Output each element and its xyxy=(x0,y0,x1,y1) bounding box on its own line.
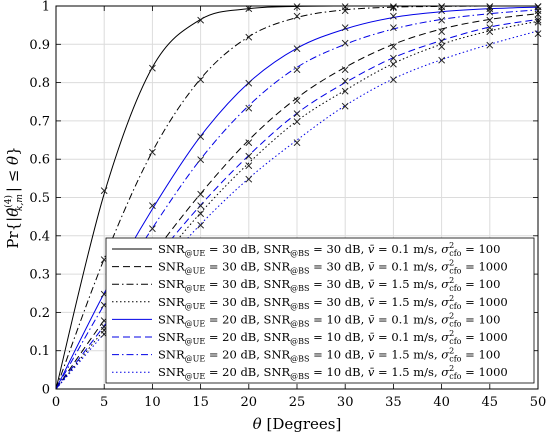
series-line-6 xyxy=(55,18,539,390)
x-tick-label: 35 xyxy=(385,395,402,410)
y-axis-label: Pr{|θ̂(4)k,m| ≤ θ} xyxy=(3,146,25,248)
x-tick-label: 40 xyxy=(433,395,450,410)
legend-box xyxy=(105,237,535,384)
legend-entry-8: SNR@UE = 20 dB, SNR@BS = 10 dB, v̄ = 1.5… xyxy=(158,364,508,381)
data-point-marker: × xyxy=(340,99,350,113)
data-point-marker: × xyxy=(388,51,398,65)
x-tick-label: 20 xyxy=(241,395,258,410)
data-point-marker: × xyxy=(292,135,302,149)
data-point-marker: × xyxy=(196,206,206,220)
data-point-marker: × xyxy=(244,30,254,44)
data-point-marker: × xyxy=(485,38,495,52)
y-tick-label: 0.4 xyxy=(29,229,50,244)
data-point-marker: × xyxy=(340,63,350,77)
data-point-marker: × xyxy=(196,187,206,201)
data-point-marker: × xyxy=(388,57,398,71)
data-point-marker: × xyxy=(292,114,302,128)
data-point-marker: × xyxy=(437,24,447,38)
data-point-marker: × xyxy=(437,13,447,27)
data-point-marker: × xyxy=(244,149,254,163)
legend-entry-4: SNR@UE = 30 dB, SNR@BS = 30 dB, v̄ = 1.5… xyxy=(158,294,508,311)
data-point-marker: × xyxy=(388,9,398,23)
data-point-marker: × xyxy=(244,76,254,90)
x-tick-label: 30 xyxy=(337,395,354,410)
data-point-marker: × xyxy=(99,319,109,333)
tick-labels: 0 5 10 15 20 25 30 35 40 45 50 0 0.1 0.2 0.3 0.4 0.5 0.6 0… xyxy=(29,0,546,410)
data-point-marker: × xyxy=(99,287,109,301)
data-point-marker: × xyxy=(196,13,206,27)
legend-entry-2: SNR@UE = 30 dB, SNR@BS = 30 dB, v̄ = 0.1… xyxy=(158,259,508,276)
data-point-marker: × xyxy=(437,40,447,54)
data-point-marker: × xyxy=(292,93,302,107)
data-point-marker: × xyxy=(388,40,398,54)
data-point-marker: × xyxy=(244,172,254,186)
x-tick-label: 50 xyxy=(530,395,547,410)
data-point-marker: × xyxy=(99,183,109,197)
y-tick-label: 0.8 xyxy=(29,76,50,91)
legend-entry-7: SNR@UE = 20 dB, SNR@BS = 10 dB, v̄ = 1.5… xyxy=(158,347,500,364)
y-tick-label: 0.5 xyxy=(29,191,50,206)
data-point-marker: × xyxy=(244,158,254,172)
data-point-marker: × xyxy=(292,63,302,77)
data-point-marker: × xyxy=(437,34,447,48)
y-tick-label: 0.7 xyxy=(29,114,50,129)
data-point-marker: × xyxy=(388,21,398,35)
data-point-marker: × xyxy=(244,135,254,149)
legend-entry-5: SNR@UE = 20 dB, SNR@BS = 10 dB, v̄ = 0.1… xyxy=(158,311,500,328)
data-point-marker: × xyxy=(292,42,302,56)
x-tick-label: 25 xyxy=(289,395,306,410)
data-point-marker: × xyxy=(147,61,157,75)
data-point-marker: × xyxy=(99,252,109,266)
data-point-marker: × xyxy=(485,5,495,19)
data-point-marker: × xyxy=(485,21,495,35)
data-point-marker: × xyxy=(196,153,206,167)
y-tick-label: 0 xyxy=(42,383,50,398)
legend-entry-1: SNR@UE = 30 dB, SNR@BS = 30 dB, v̄ = 0.1… xyxy=(158,241,500,258)
data-point-marker: × xyxy=(244,101,254,115)
data-point-marker: × xyxy=(340,36,350,50)
x-axis-label: θ [Degrees] xyxy=(253,415,342,433)
data-point-marker: × xyxy=(196,72,206,86)
x-tick-label: 15 xyxy=(192,395,209,410)
data-point-marker: × xyxy=(485,13,495,27)
data-point-marker: × xyxy=(196,218,206,232)
y-tick-label: 0.3 xyxy=(29,268,50,283)
legend-entry-6: SNR@UE = 20 dB, SNR@BS = 10 dB, v̄ = 0.1… xyxy=(158,329,508,346)
data-point-marker: × xyxy=(292,9,302,23)
data-point-marker: × xyxy=(485,24,495,38)
data-point-marker: × xyxy=(99,298,109,312)
legend: SNR@UE = 30 dB, SNR@BS = 30 dB, v̄ = 0.1… xyxy=(105,237,535,384)
y-tick-label: 0.9 xyxy=(29,38,50,53)
x-tick-label: 0 xyxy=(52,395,60,410)
y-tick-label: 1 xyxy=(42,0,50,15)
legend-entry-3: SNR@UE = 30 dB, SNR@BS = 30 dB, v̄ = 1.5… xyxy=(158,276,500,293)
y-tick-label: 0.6 xyxy=(29,153,50,168)
data-point-marker: × xyxy=(196,199,206,213)
data-point-marker: × xyxy=(340,21,350,35)
data-point-marker: × xyxy=(99,323,109,337)
data-point-marker: × xyxy=(147,145,157,159)
x-tick-label: 10 xyxy=(144,395,161,410)
x-tick-label: 45 xyxy=(482,395,499,410)
data-point-marker: × xyxy=(340,84,350,98)
data-point-marker: × xyxy=(292,107,302,121)
data-point-marker: × xyxy=(388,72,398,86)
data-point-marker: × xyxy=(340,74,350,88)
y-tick-label: 0.1 xyxy=(29,344,50,359)
data-point-marker: × xyxy=(437,53,447,67)
data-point-marker: × xyxy=(99,327,109,341)
x-tick-label: 5 xyxy=(100,395,108,410)
data-point-marker: × xyxy=(147,199,157,213)
data-point-marker: × xyxy=(196,130,206,144)
data-point-marker: × xyxy=(99,314,109,328)
y-tick-label: 0.2 xyxy=(29,306,50,321)
data-point-marker: × xyxy=(147,222,157,236)
